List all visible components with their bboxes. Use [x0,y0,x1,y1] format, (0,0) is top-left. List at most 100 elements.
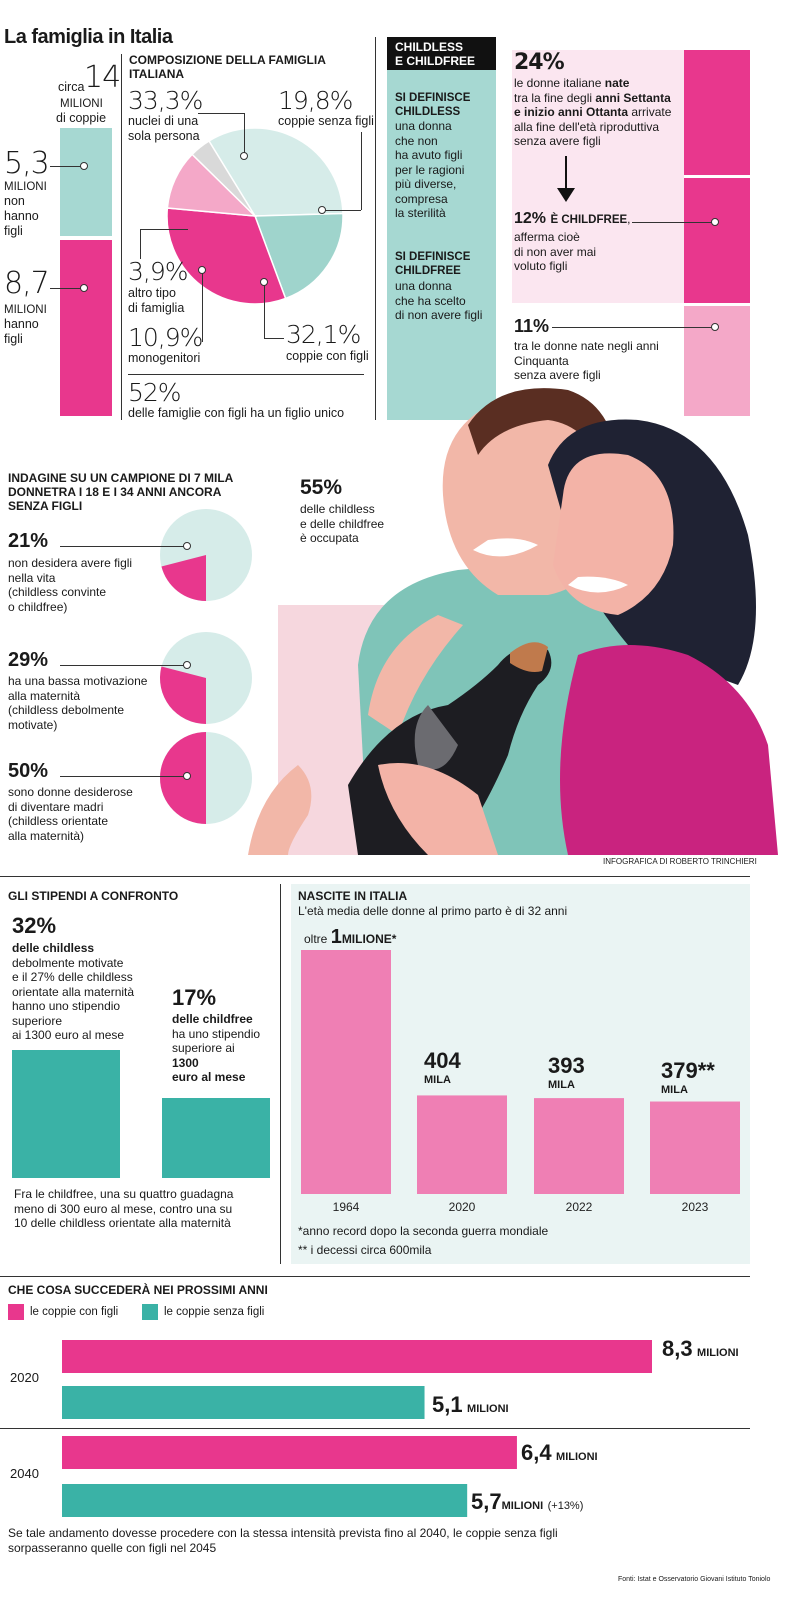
legend-swatch-with [8,1304,24,1320]
survey-text-2: ha una bassa motivazione alla maternità (c… [8,674,148,732]
future-label-2020-with: 8,3 MILIONI [662,1336,739,1361]
survey-text-3: sono donne desiderose di diventare madri(… [8,785,133,843]
women-bar-12 [684,178,750,303]
salaries-t1: delle childless debolmente motivate e il 2… [12,941,135,1042]
salary-bar-childfree [162,1098,270,1178]
no-children-caption: non hanno figli [4,194,39,238]
couples-total: 14 [84,60,121,95]
childfree-head: SI DEFINISCE CHILDFREE [395,251,471,277]
no-children-bar [60,128,112,236]
births-label-1964: oltre 1MILIONE* [304,926,397,948]
future-label-2040-without: 5,7MILIONI (+13%) [471,1489,584,1514]
salaries-v1: 32% [12,913,57,938]
future-bar-2020-without [62,1386,425,1419]
women-v1: 24% [514,50,565,75]
couples-caption: di coppie [56,111,107,125]
legend-label-with: le coppie con figli [30,1306,119,1318]
future-title: CHE COSA SUCCEDERÀ NEI PROSSIMI ANNI [8,1283,268,1297]
credit: INFOGRAFICA DI ROBERTO TRINCHIERI [603,857,757,866]
comp-value-nochild: 19,8% [278,86,353,115]
employed-text: delle childless e delle childfree è occupa… [300,502,385,545]
future-year-2040: 2040 [10,1466,39,1481]
future-year-2020: 2020 [10,1370,39,1385]
comp-label-nochild: coppie senza figli [278,114,374,128]
slice-no-children [253,212,344,300]
employed-value: 55% [300,476,343,499]
salaries-v2: 17% [172,985,217,1010]
childfree-text: una donna che ha scelto di non avere figli [395,279,483,322]
women-t3: tra le donne nate negli anni Cinquanta sen… [514,339,659,382]
women-panel [512,50,684,303]
births-year-label: 1964 [333,1200,360,1214]
survey-pie-slice [160,666,206,724]
births-year-label: 2020 [449,1200,476,1214]
future-bar-2040-with [62,1436,517,1469]
future-label-2040-with: 6,4 MILIONI [521,1440,598,1465]
children-caption: hanno figli [4,317,39,346]
page-title: La famiglia in Italia [4,26,173,48]
births-bar-2022 [534,1098,624,1194]
births-label-2020: 404 MILA [424,1048,461,1086]
births-title: NASCITE IN ITALIA [298,889,408,903]
survey-text-1: non desidera avere figli nella vita (child… [8,556,133,614]
composition-title: COMPOSIZIONE DELLA FAMIGLIA ITALIANA [129,53,326,81]
comp-label-single: nuclei di una sola persona [128,114,200,143]
comp-label-withchild: coppie con figli [286,349,369,363]
salaries-footer: Fra le childfree, una su quattro guadagn… [14,1187,234,1230]
childless-text: una donna che non ha avuto figli per le rag… [395,119,465,220]
future-bar-2040-without [62,1484,468,1517]
women-t1: le donne italiane nate tra la fine degli… [514,76,672,148]
women-t2: afferma cioè di non aver mai voluto figli [514,230,597,273]
children-unit: MILIONI [4,304,47,316]
survey-value-2: 29% [8,649,49,671]
couples-circa: circa [58,80,85,94]
comp-footer-value: 52% [128,378,182,407]
women-v3: 11% [514,316,550,336]
comp-value-other: 3,9% [128,257,189,286]
children-value: 8,7 [4,266,50,301]
comp-value-single: 33,3% [128,86,203,115]
composition-pie [166,127,344,305]
women-bar-24 [684,50,750,175]
arrow-down-icon [557,188,575,202]
children-bar [60,240,112,416]
survey-value-3: 50% [8,760,49,782]
slice-single [207,127,344,217]
births-note1: *anno record dopo la seconda guerra mond… [298,1224,549,1238]
comp-label-other: altro tipo di famiglia [128,286,185,315]
births-label-2023: 379** MILA [661,1058,715,1096]
births-year-label: 2022 [566,1200,593,1214]
comp-value-withchild: 32,1% [286,320,361,349]
definitions-title: CHILDLESS E CHILDFREE [387,37,496,70]
survey-pie-3 [160,732,252,824]
survey-pie-2 [160,632,252,724]
women-v2: 12% È CHILDFREE, [514,210,631,227]
couples-unit: MILIONI [60,98,103,110]
survey-pie-1 [160,509,252,601]
survey-value-1: 21% [8,530,49,552]
legend-swatch-without [142,1304,158,1320]
births-bar-2020 [417,1095,507,1194]
no-children-value: 5,3 [4,146,50,181]
couple-with-dog-illustration [248,388,778,855]
births-bar-1964 [301,950,391,1194]
survey-title: INDAGINE SU UN CAMPIONE DI 7 MILA DONNETR… [8,471,234,513]
future-footer: Se tale andamento dovesse procedere con … [8,1526,558,1555]
births-label-2022: 393 MILA [548,1053,585,1091]
legend-label-without: le coppie senza figli [164,1306,265,1318]
no-children-unit: MILIONI [4,181,47,193]
future-bar-2020-with [62,1340,652,1373]
future-label-2020-without: 5,1 MILIONI [432,1392,509,1417]
comp-footer-text: delle famiglie con figli ha un figlio un… [128,406,345,420]
survey-pie-slice [161,555,206,601]
births-note2: ** i decessi circa 600mila [298,1243,432,1257]
salaries-t2: delle childfree ha uno stipendio superiore… [172,1012,261,1084]
births-subtitle: L'età media delle donne al primo parto è… [298,904,568,918]
births-bar-2023 [650,1101,740,1194]
definitions-panel [387,37,496,420]
slice-with-children [166,207,287,305]
future-chart [62,1340,652,1517]
childless-head: SI DEFINISCE CHILDLESS [395,92,471,118]
comp-value-mono: 10,9% [128,323,203,352]
slice-other [191,139,256,217]
